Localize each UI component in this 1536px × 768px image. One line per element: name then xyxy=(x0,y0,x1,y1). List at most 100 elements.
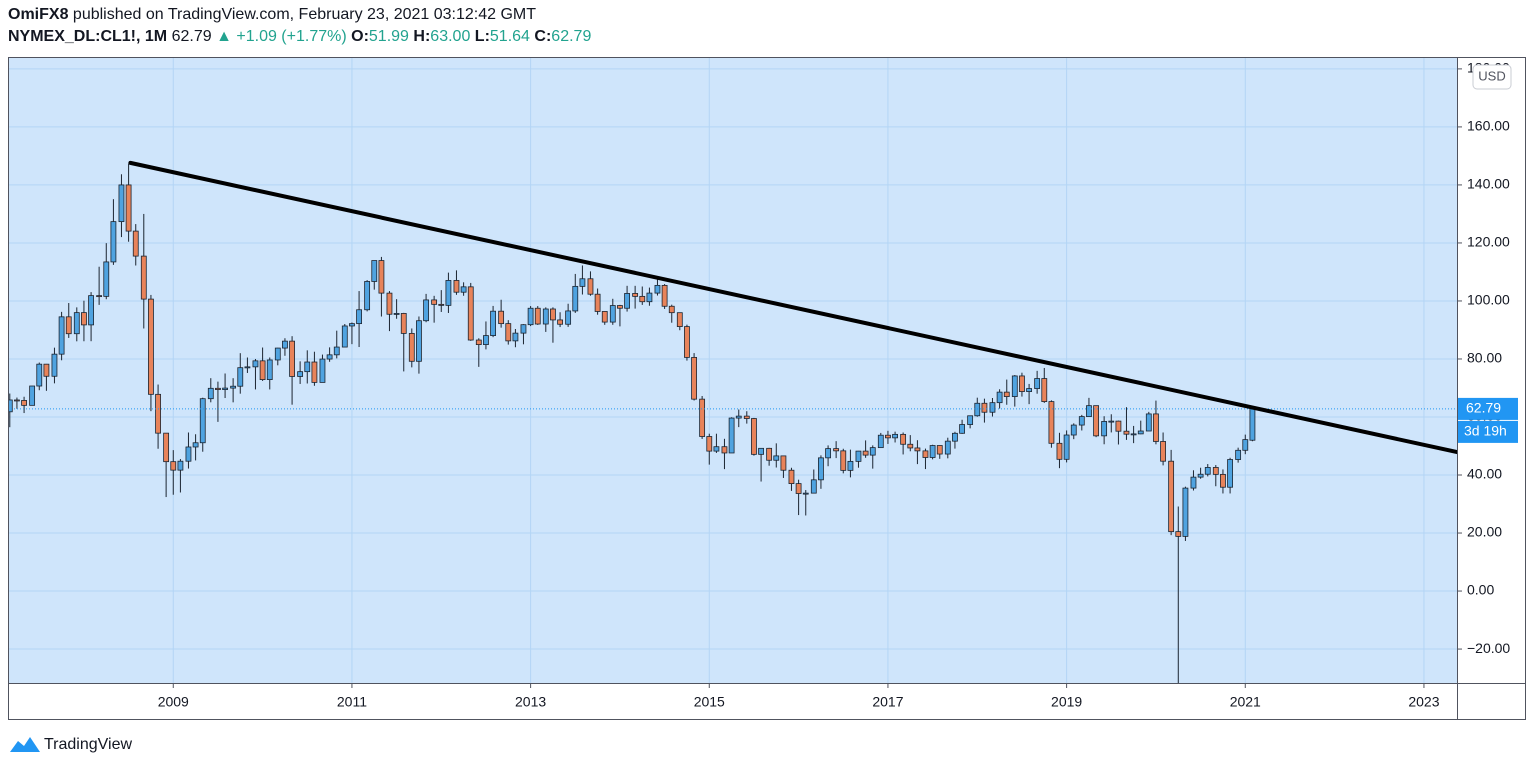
candle-body xyxy=(594,293,601,312)
candle-body xyxy=(668,305,675,314)
high-label: H: xyxy=(413,28,430,45)
candle-body xyxy=(155,393,161,434)
candle-body xyxy=(855,450,862,462)
candle-body xyxy=(1137,430,1144,435)
candle-body xyxy=(132,230,139,257)
header-line-1: OmiFX8 published on TradingView.com, Feb… xyxy=(8,6,536,23)
low-label: L: xyxy=(475,28,490,45)
candle-body xyxy=(974,402,981,417)
candle-body xyxy=(297,371,304,377)
candle-body xyxy=(110,221,117,263)
candle-body xyxy=(1086,405,1092,417)
x-tick-label: 2013 xyxy=(515,694,546,710)
candle-body xyxy=(1220,473,1226,488)
candle-body xyxy=(885,434,891,439)
candle-body xyxy=(914,447,921,452)
candle-body xyxy=(661,284,668,307)
close-label: C: xyxy=(534,28,551,45)
candle-body xyxy=(333,346,340,356)
candle-body xyxy=(773,455,780,461)
last-price-label: 62.79 xyxy=(1466,400,1501,416)
candle-body xyxy=(199,398,206,444)
candle-body xyxy=(758,447,764,455)
candle-body xyxy=(431,299,438,305)
candle-body xyxy=(579,278,586,287)
candle-body xyxy=(989,402,996,413)
candle-body xyxy=(1101,421,1108,437)
countdown-label: 3d 19h xyxy=(1464,423,1507,439)
candle-body xyxy=(944,440,951,455)
candle-body xyxy=(192,442,199,448)
change: +1.09 (+1.77%) xyxy=(236,28,346,45)
last: 62.79 xyxy=(172,28,212,45)
candle-body xyxy=(617,305,623,309)
candle-body xyxy=(274,347,281,361)
candle-body xyxy=(140,255,147,300)
published: published on TradingView.com, February 2… xyxy=(73,6,536,23)
candle-body xyxy=(1160,441,1166,462)
candle-body xyxy=(869,447,876,456)
candle-body xyxy=(907,443,914,449)
candle-body xyxy=(445,280,452,306)
candle-body xyxy=(65,316,72,335)
candle-body xyxy=(244,366,251,369)
candle-body xyxy=(1123,430,1130,435)
candle-body xyxy=(490,310,496,336)
candle-body xyxy=(73,312,80,335)
header-line-2: NYMEX_DL:CL1!, 1M 62.79 ▲ +1.09 (+1.77%)… xyxy=(8,28,591,45)
candle-body xyxy=(959,424,965,434)
candle-body xyxy=(148,298,154,395)
candle-body xyxy=(550,308,556,321)
candle-body xyxy=(1034,378,1041,389)
logo[interactable]: TradingView xyxy=(10,736,132,753)
candle-body xyxy=(467,286,474,341)
candle-body xyxy=(58,316,65,355)
candle-body xyxy=(877,434,884,449)
author: OmiFX8 xyxy=(8,6,69,23)
candle-body xyxy=(29,385,36,406)
candle-body xyxy=(1130,433,1137,436)
candle-body xyxy=(21,400,27,406)
open-value: 51.99 xyxy=(369,28,409,45)
y-tick-label: −20.00 xyxy=(1467,640,1510,656)
logo-icon xyxy=(10,737,40,752)
candle-body xyxy=(483,335,489,345)
candle-body xyxy=(780,455,787,471)
countdown-box xyxy=(1458,420,1518,443)
candle-body xyxy=(587,278,594,295)
candle-body xyxy=(1175,531,1182,537)
candle-body xyxy=(259,360,266,381)
candle-body xyxy=(706,436,713,452)
y-tick-label: 100.00 xyxy=(1467,292,1510,308)
candle-body xyxy=(1197,473,1204,478)
candle-body xyxy=(88,295,94,326)
candle-body xyxy=(840,450,847,471)
candle-body xyxy=(81,312,87,326)
plot-background xyxy=(8,57,1457,683)
candle-body xyxy=(311,361,318,383)
candle-body xyxy=(356,309,362,325)
candle-body xyxy=(423,299,429,322)
candle-body xyxy=(498,310,505,325)
candle-body xyxy=(1235,449,1242,460)
candle-body xyxy=(386,292,393,315)
candle-body xyxy=(319,358,326,383)
candle-body xyxy=(833,448,840,452)
candle-body xyxy=(751,418,757,455)
candle-body xyxy=(266,359,273,381)
close-value: 62.79 xyxy=(551,28,591,45)
candle-body xyxy=(393,313,400,315)
candle-body xyxy=(364,281,371,311)
candle-body xyxy=(601,311,608,323)
candle-body xyxy=(1011,375,1018,397)
candle-body xyxy=(721,446,728,454)
candle-body xyxy=(237,367,244,387)
candle-body xyxy=(304,361,311,373)
candle-body xyxy=(1168,460,1175,533)
candle-body xyxy=(1070,424,1077,436)
candle-body xyxy=(1153,413,1159,442)
candle-body xyxy=(416,320,422,362)
candle-body xyxy=(1182,487,1189,537)
candle-body xyxy=(36,363,43,387)
candle-body xyxy=(952,432,958,442)
